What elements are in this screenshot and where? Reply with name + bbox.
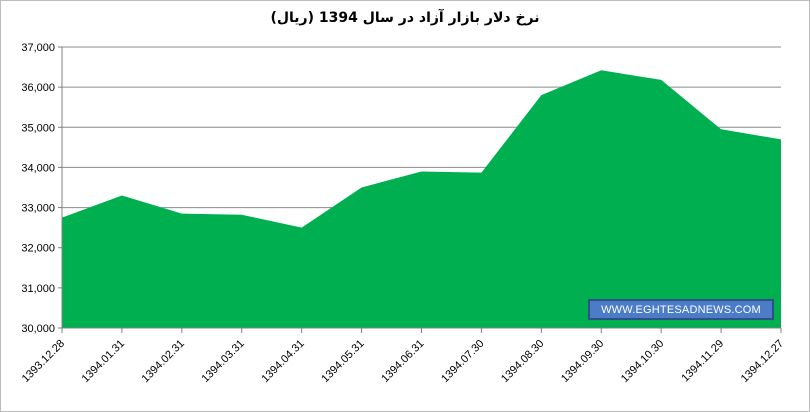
- y-tick-label: 35,000: [21, 122, 55, 134]
- y-tick-label: 36,000: [21, 82, 55, 94]
- x-axis-tick-labels: 1393.12.28 1394.01.31 1394.02.31 1394.03.31…: [20, 338, 786, 385]
- area-fill: [62, 70, 781, 328]
- y-tick-label: 37,000: [21, 42, 55, 54]
- y-tick-label: 34,000: [21, 162, 55, 174]
- x-tick-label: 1393.12.28: [20, 338, 67, 385]
- x-tick-label: 1394.11.29: [679, 338, 726, 385]
- axes: [61, 47, 782, 333]
- watermark-logo: WWW.EGHTESADNEWS.COM: [588, 299, 774, 320]
- area-series: [61, 70, 782, 328]
- x-tick-label: 1394.06.31: [379, 338, 426, 385]
- y-tick-label: 33,000: [21, 203, 55, 215]
- x-tick-label: 1394.07.30: [439, 338, 486, 385]
- x-tick-label: 1394.01.31: [80, 338, 127, 385]
- y-axis-tick-labels: 30,000 31,000 32,000 33,000 34,000 35,000 36,0…: [21, 42, 55, 335]
- x-tick-label: 1394.12.27: [739, 338, 786, 385]
- y-tick-label: 31,000: [21, 283, 55, 295]
- x-tick-label: 1394.05.31: [319, 338, 366, 385]
- x-tick-label: 1394.02.31: [140, 338, 187, 385]
- y-tick-label: 30,000: [21, 323, 55, 335]
- x-tick-label: 1394.09.30: [559, 338, 606, 385]
- x-tick-label: 1394.04.31: [259, 338, 306, 385]
- chart-title: نرخ دلار بازار آزاد در سال 1394 (ریال): [270, 10, 540, 26]
- x-tick-label: 1394.10.30: [619, 338, 666, 385]
- x-tick-label: 1394.08.30: [499, 338, 546, 385]
- x-tick-label: 1394.03.31: [199, 338, 246, 385]
- y-tick-label: 32,000: [21, 243, 55, 255]
